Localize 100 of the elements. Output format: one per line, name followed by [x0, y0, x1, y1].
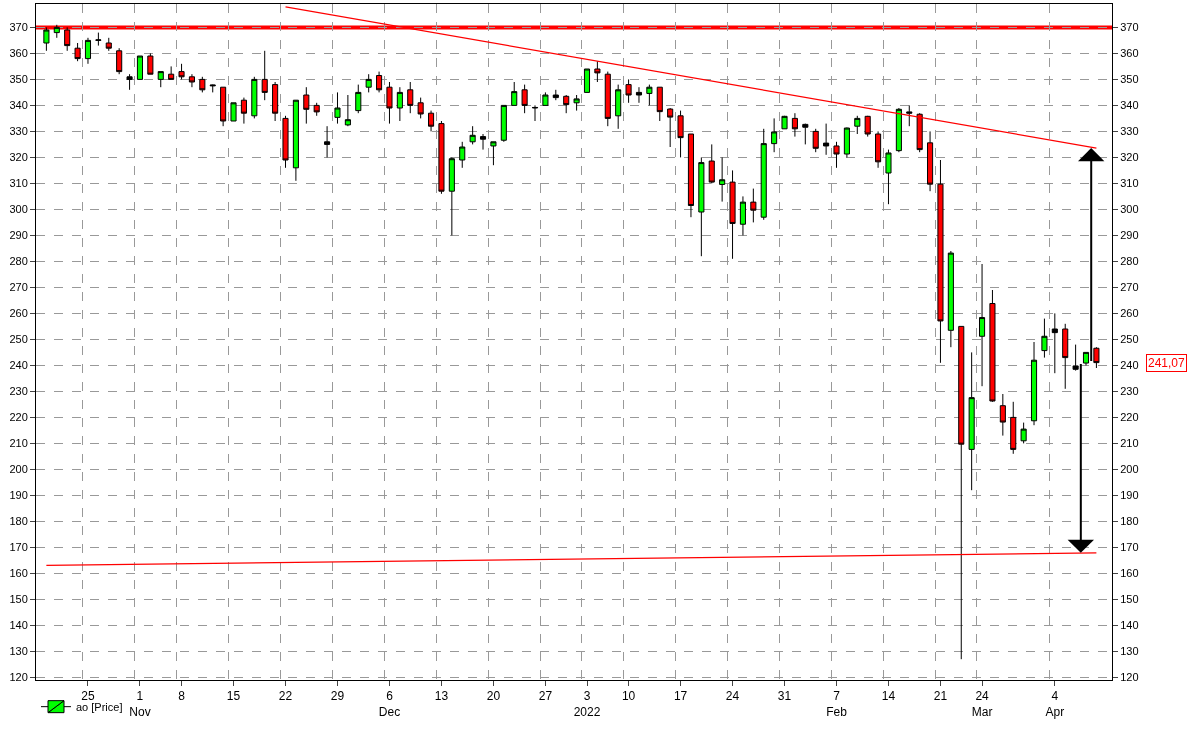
candlestick	[355, 84, 362, 114]
y-tick-label: 200	[9, 463, 28, 476]
candlestick	[438, 120, 445, 195]
y2-tick-label: 310	[1120, 177, 1139, 190]
x-tick-label: 22	[278, 689, 293, 704]
candlestick	[105, 37, 112, 52]
candlestick	[781, 115, 788, 130]
candlestick	[157, 71, 164, 88]
candlestick	[344, 94, 351, 127]
y2-tick-label: 280	[1120, 255, 1139, 268]
y2-tick-label: 130	[1120, 645, 1139, 658]
candlestick	[53, 24, 60, 39]
candlestick	[116, 47, 123, 75]
candlestick	[698, 156, 705, 257]
candlestick	[324, 125, 331, 158]
candlestick	[802, 123, 809, 145]
candlestick	[864, 115, 871, 138]
candlestick	[1062, 323, 1069, 390]
candlestick	[594, 60, 601, 83]
y2-tick-label: 290	[1120, 229, 1139, 242]
candlestick	[791, 112, 798, 138]
y-tick-label: 150	[9, 593, 28, 606]
candlestick	[843, 127, 850, 158]
x-tick-label: 17	[673, 689, 688, 704]
y-tick-label: 310	[9, 177, 28, 190]
candlestick	[230, 102, 237, 122]
candlestick	[292, 99, 299, 182]
y-tick-label: 290	[9, 229, 28, 242]
y2-tick-label: 320	[1120, 151, 1139, 164]
x-tick-label: 27	[538, 689, 553, 704]
candlestick	[854, 115, 861, 135]
candlestick	[303, 86, 310, 125]
y2-tick-label: 170	[1120, 541, 1139, 554]
candlestick	[1041, 318, 1048, 359]
y-tick-label: 280	[9, 255, 28, 268]
y2-tick-label: 350	[1120, 73, 1139, 86]
x-tick-label: 15	[226, 689, 241, 704]
y2-tick-label: 270	[1120, 281, 1139, 294]
candlestick	[604, 71, 611, 127]
y-tick-label: 170	[9, 541, 28, 554]
candlestick	[937, 159, 944, 364]
candlestick	[833, 141, 840, 169]
candlestick	[136, 55, 144, 80]
candlestick	[979, 263, 986, 387]
x-tick-label: 8	[178, 689, 186, 704]
x-tick-label: 20	[486, 689, 501, 704]
y-tick-label: 360	[9, 47, 28, 60]
y-tick-label: 340	[9, 99, 28, 112]
y-tick-label: 210	[9, 437, 28, 450]
candlestick	[95, 32, 102, 47]
x-tick-label: 1 Nov	[129, 689, 151, 719]
candlestick	[84, 37, 92, 65]
candlestick	[573, 94, 580, 112]
candlestick	[251, 76, 258, 119]
y2-tick-label: 200	[1120, 463, 1139, 476]
candlestick	[386, 81, 393, 125]
candlestick	[999, 393, 1006, 437]
candlestick	[542, 91, 549, 106]
candlestick	[739, 195, 746, 236]
text: 241,07	[1148, 356, 1186, 370]
y2-tick-label: 230	[1120, 385, 1139, 398]
y2-tick-label: 210	[1120, 437, 1139, 450]
candlestick	[313, 102, 320, 117]
candlestick	[531, 104, 539, 122]
candlestick	[282, 115, 289, 169]
y2-tick-label: 140	[1120, 619, 1139, 632]
y2-tick-label: 340	[1120, 99, 1139, 112]
candlestick	[687, 133, 694, 218]
x-tick-label: 21	[933, 689, 948, 704]
candlestick	[552, 89, 559, 101]
x-tick-label: 7 Feb	[826, 689, 848, 719]
candlestick	[635, 86, 643, 104]
y-tick-label: 130	[9, 645, 28, 658]
candlestick	[209, 84, 216, 93]
candlestick	[667, 107, 674, 148]
candlestick	[947, 250, 954, 348]
candlestick	[521, 84, 528, 114]
candlestick	[812, 128, 819, 153]
candlestick	[563, 94, 570, 114]
candlestick	[875, 130, 882, 169]
candlestick	[407, 81, 414, 114]
candlestick	[968, 351, 975, 491]
y-tick-label: 120	[9, 671, 28, 684]
candlestick	[1020, 422, 1027, 444]
candlestick	[1051, 312, 1058, 374]
y2-tick-label: 370	[1120, 21, 1139, 34]
candlestick	[1010, 401, 1017, 455]
candlestick	[511, 81, 518, 106]
candlestick	[927, 130, 934, 192]
y2-tick-label: 300	[1120, 203, 1139, 216]
y-tick-label: 330	[9, 125, 28, 138]
y2-tick-label: 190	[1120, 489, 1139, 502]
x-tick-label: 24 Mar	[971, 689, 993, 719]
candlestick	[490, 141, 497, 166]
candlestick	[199, 76, 206, 93]
y-tick-label: 320	[9, 151, 28, 164]
candlestick	[708, 143, 715, 184]
candlestick	[261, 50, 268, 101]
candlestick	[656, 86, 663, 122]
y-tick-label: 370	[9, 21, 28, 34]
